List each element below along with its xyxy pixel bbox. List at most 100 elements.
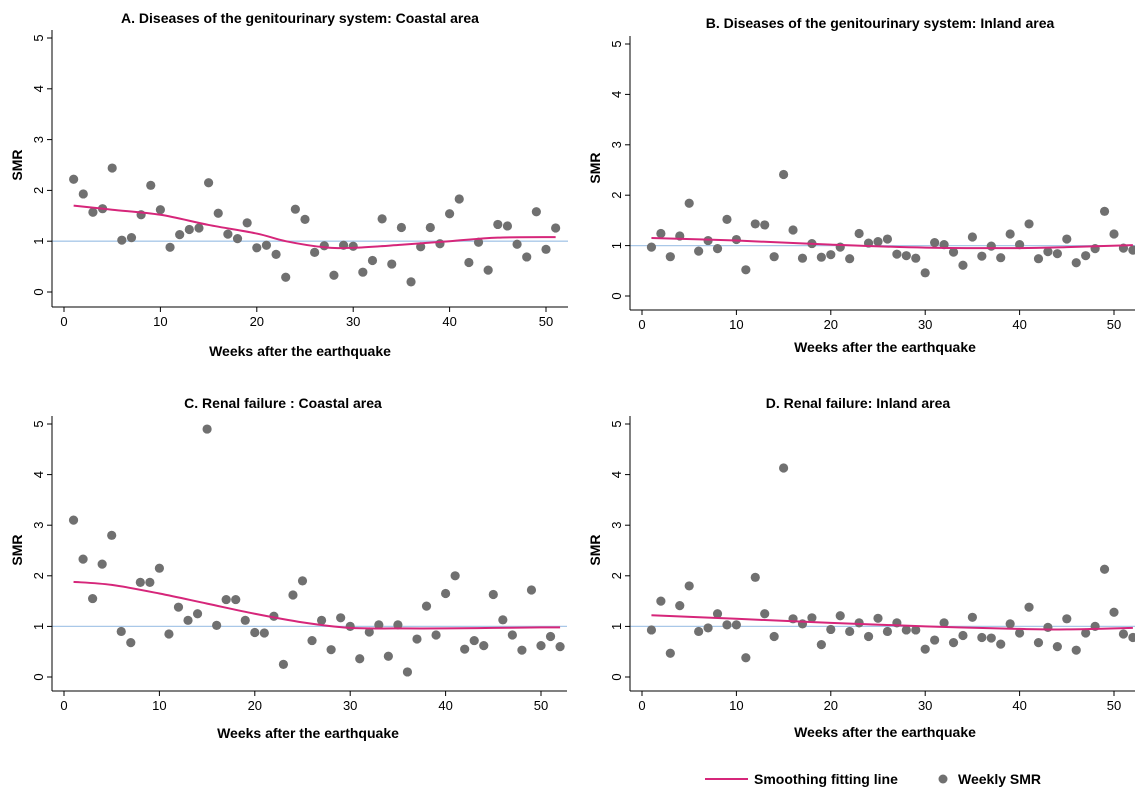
panel-b-x-tick-label: 50 — [1107, 317, 1121, 332]
panel-c-data-point — [393, 620, 403, 630]
panel-b-data-point — [892, 249, 902, 259]
panel-a-data-point — [512, 239, 522, 249]
panel-b-y-tick-label: 1 — [609, 242, 624, 249]
panel-b-y-tick-label: 5 — [609, 40, 624, 47]
panel-a-data-point — [551, 223, 561, 233]
panel-a-data-point — [107, 163, 117, 173]
panel-b-ylabel: SMR — [587, 152, 603, 183]
panel-b-y-tick-label: 2 — [609, 192, 624, 199]
panel-c-data-point — [126, 637, 136, 648]
legend-dot-swatch — [938, 774, 948, 784]
panel-b-data-point — [854, 228, 864, 239]
panel-c-y-tick-label: 3 — [31, 522, 46, 529]
panel-b-x-tick-label: 20 — [824, 317, 838, 332]
panel-b-y-tick-label: 4 — [609, 91, 624, 98]
panel-b-data-point — [788, 225, 798, 235]
panel-b-data-point — [1099, 206, 1110, 216]
panel-b-data-point — [646, 242, 657, 252]
panel-a-data-point — [425, 222, 435, 233]
panel-a-data-point — [464, 257, 474, 268]
panel-c-data-point — [164, 629, 174, 639]
panel-d-data-point — [741, 653, 751, 663]
panel-b-data-point — [911, 253, 921, 263]
panel-c-data-point — [431, 630, 441, 640]
panel-d-data-point — [1015, 628, 1025, 638]
panel-d-data-point — [656, 596, 666, 606]
panel-a-data-point — [78, 189, 88, 199]
panel-d-data-point — [882, 626, 893, 637]
panel-b-data-point — [656, 228, 666, 239]
panel-b-data-point — [760, 220, 770, 230]
panel-a-data-point — [348, 241, 358, 251]
panel-d-data-point — [920, 644, 930, 654]
panel-a-data-point — [146, 180, 156, 190]
panel-c-data-point — [116, 626, 126, 637]
panel-c-data-point — [221, 594, 231, 605]
panel-a-data-point — [377, 214, 387, 224]
panel-d-smoothing-line — [651, 614, 1133, 631]
panel-a-y-tick-label: 4 — [31, 85, 46, 92]
panel-d-data-point — [826, 624, 836, 635]
panel-a-y-tick-label: 1 — [31, 238, 46, 245]
panel-d-x-tick-label: 40 — [1012, 698, 1026, 713]
panel-c-data-point — [488, 589, 498, 600]
panel-c-data-point — [173, 602, 184, 612]
panel-d-data-point — [835, 611, 845, 621]
panel-d-x-tick-label: 0 — [638, 698, 645, 713]
panel-d-data-point — [665, 648, 675, 658]
panel-c-xlabel: Weeks after the earthquake — [217, 725, 399, 741]
panel-b-x-tick-label: 40 — [1012, 317, 1026, 332]
panel-b-data-point — [873, 236, 883, 247]
panel-c-data-point — [536, 641, 546, 651]
panel-d-y-tick-label: 2 — [609, 572, 624, 579]
panel-d-data-point — [769, 631, 779, 642]
panel-a-y-tick-label: 5 — [31, 34, 46, 41]
panel-d-data-point — [750, 572, 760, 582]
panel-c-data-point — [202, 424, 212, 434]
panel-d-title: D. Renal failure: Inland area — [766, 395, 951, 411]
panel-c-data-point — [307, 635, 317, 646]
panel-d-data-point — [863, 631, 874, 642]
panel-a-xlabel: Weeks after the earthquake — [209, 343, 391, 359]
panel-c-data-point — [135, 577, 145, 587]
panel-a-data-point — [242, 218, 252, 228]
panel-d-data-point — [760, 609, 770, 619]
panel-a-data-point — [541, 244, 551, 254]
panel-c-data-point — [250, 627, 260, 638]
panel-c-data-point — [374, 620, 384, 630]
panel-a: A. Diseases of the genitourinary system:… — [9, 10, 568, 359]
panel-d-data-point — [731, 620, 742, 630]
panel-a-data-point — [223, 229, 233, 239]
panel-a-data-point — [396, 222, 406, 233]
panel-c-data-point — [460, 644, 470, 654]
panel-d-x-tick-label: 20 — [824, 698, 838, 713]
panel-b-data-point — [1128, 245, 1135, 255]
panel-c-data-point — [297, 576, 308, 586]
legend-line-label: Smoothing fitting line — [754, 771, 898, 787]
panel-a-data-point — [435, 239, 445, 249]
panel-c-data-point — [336, 613, 346, 623]
panel-b-data-point — [731, 234, 742, 245]
panel-a-y-tick-label: 3 — [31, 136, 46, 143]
panel-d-y-tick-label: 1 — [609, 623, 624, 630]
panel-a-data-point — [165, 242, 175, 252]
panel-a-data-point — [232, 234, 243, 244]
panel-d-data-point — [1118, 629, 1129, 639]
panel-a-data-point — [155, 205, 165, 215]
panel-a-data-point — [522, 252, 532, 262]
panel-b-data-point — [694, 246, 704, 256]
panel-b-data-point — [1052, 249, 1062, 259]
panel-b-data-point — [1033, 254, 1044, 264]
panel-b-x-tick-label: 0 — [638, 317, 645, 332]
panel-c-data-point — [412, 634, 422, 644]
panel-d-data-point — [807, 613, 817, 623]
panel-c-ylabel: SMR — [9, 534, 25, 565]
panel-c-title: C. Renal failure : Coastal area — [184, 395, 382, 411]
panel-d: D. Renal failure: Inland area SMR Weeks … — [587, 395, 1135, 740]
panel-d-ylabel: SMR — [587, 534, 603, 565]
panel-d-data-point — [722, 620, 732, 630]
panel-b-y-tick-label: 0 — [609, 292, 624, 299]
